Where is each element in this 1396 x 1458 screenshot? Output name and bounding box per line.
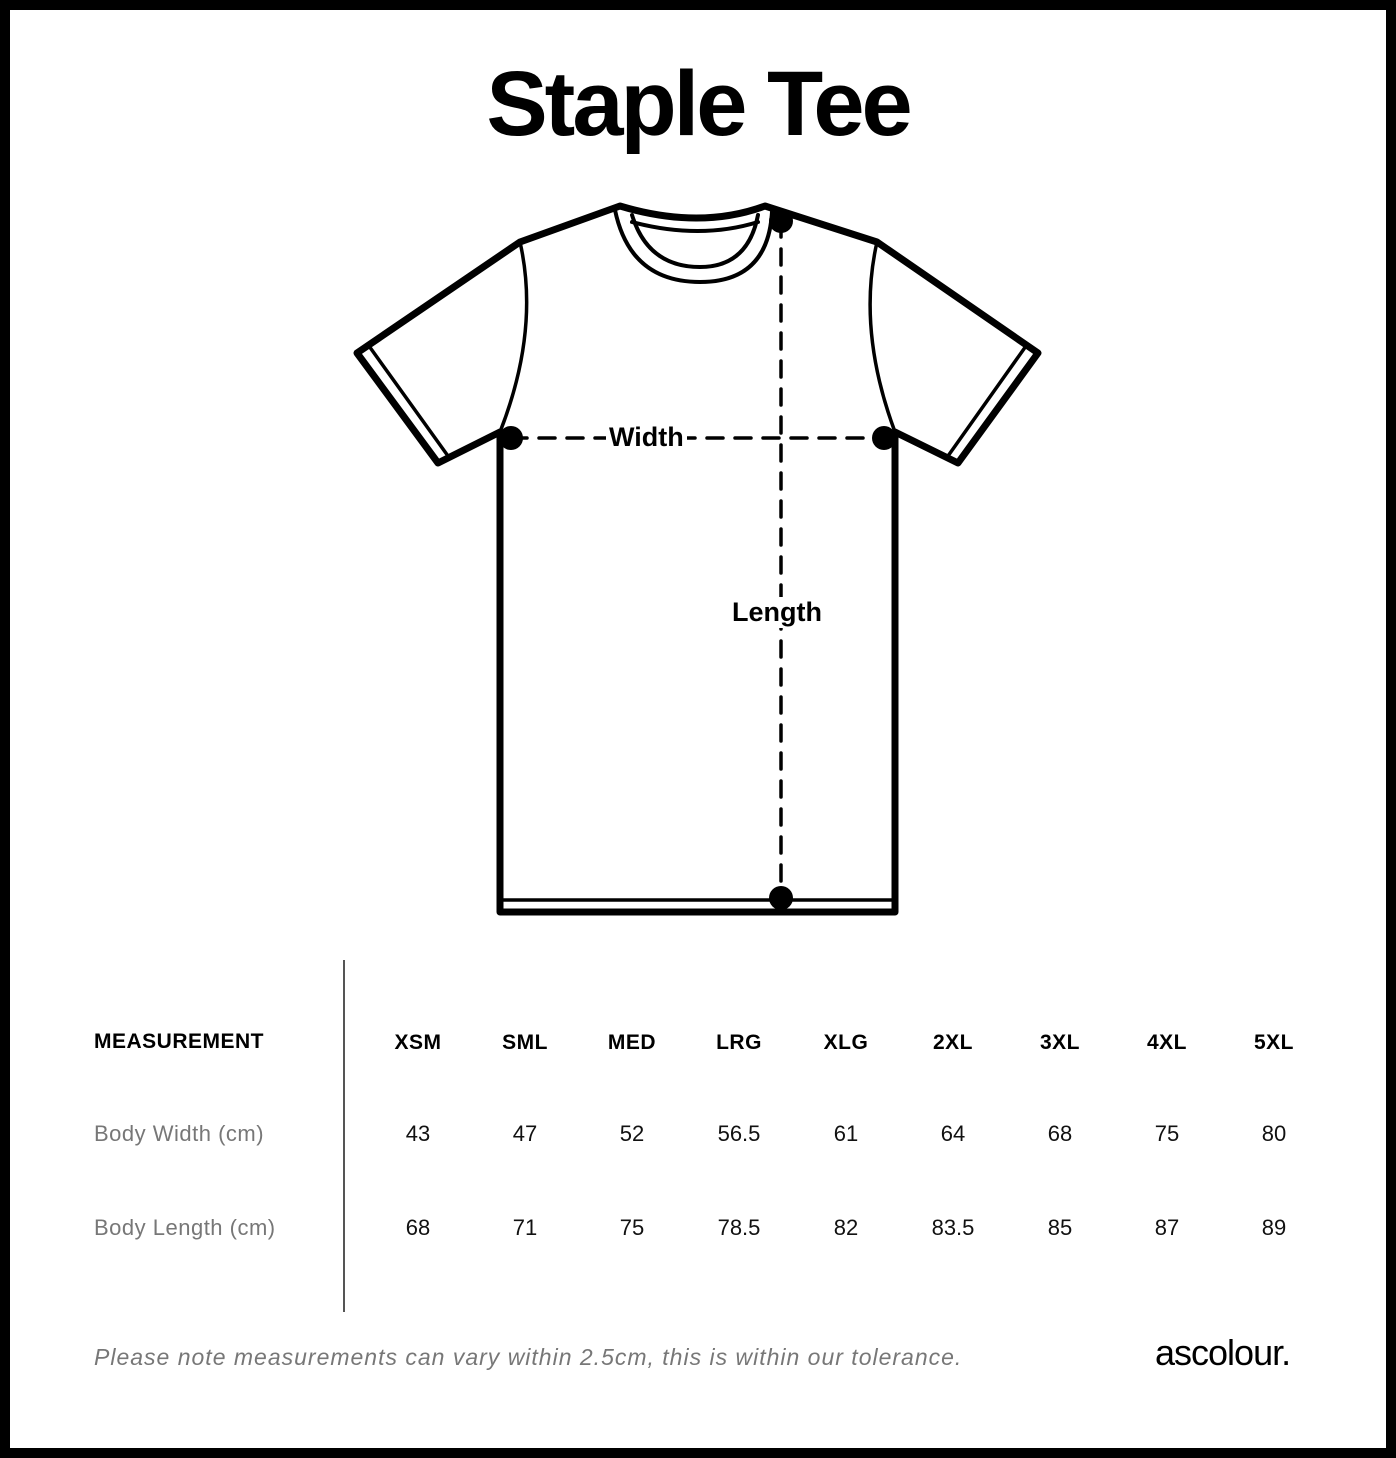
measurement-header: MEASUREMENT <box>94 1030 265 1053</box>
row-label-body-width: Body Width (cm) <box>94 1121 265 1146</box>
tolerance-note: Please note measurements can vary within… <box>94 1344 963 1370</box>
length-top-dot <box>769 209 793 233</box>
table-cell: 87 <box>1154 1215 1180 1240</box>
neck-band-outer <box>613 208 774 284</box>
right-cuff-line <box>946 344 1028 458</box>
table-cell: 75 <box>619 1215 645 1240</box>
table-cell: 64 <box>940 1121 966 1146</box>
right-armhole-seam <box>868 240 897 434</box>
size-header: 3XL <box>1039 1031 1081 1054</box>
size-header: XLG <box>823 1031 869 1054</box>
table-cell: 61 <box>833 1121 859 1146</box>
neck-back-line <box>630 220 760 233</box>
table-cell: 52 <box>619 1121 645 1146</box>
size-header: XSM <box>394 1031 442 1054</box>
length-bottom-dot <box>769 886 793 910</box>
table-cell: 80 <box>1261 1121 1287 1146</box>
table-cell: 78.5 <box>717 1215 761 1240</box>
size-header: SML <box>502 1031 548 1054</box>
neck-band-inner <box>630 213 760 269</box>
width-left-dot <box>499 426 523 450</box>
length-label: Length <box>729 597 825 628</box>
size-header: 2XL <box>932 1031 974 1054</box>
table-cell: 75 <box>1154 1121 1180 1146</box>
tshirt-diagram <box>353 202 1042 916</box>
table-cell: 68 <box>405 1215 431 1240</box>
table-cell: 83.5 <box>931 1215 975 1240</box>
size-header: 4XL <box>1146 1031 1188 1054</box>
table-divider <box>343 960 345 1312</box>
table-cell: 43 <box>405 1121 431 1146</box>
shirt-outline <box>353 202 1042 916</box>
table-cell: 89 <box>1261 1215 1287 1240</box>
left-armhole-seam <box>498 240 529 434</box>
left-cuff-line <box>367 344 450 458</box>
size-header: MED <box>607 1031 657 1054</box>
brand-logo: ascolour. <box>1155 1332 1291 1373</box>
table-cell: 82 <box>833 1215 859 1240</box>
row-label-body-length: Body Length (cm) <box>94 1215 276 1240</box>
table-cell: 71 <box>512 1215 538 1240</box>
size-header: LRG <box>716 1031 762 1054</box>
page-title: Staple Tee <box>486 53 912 155</box>
size-header: 5XL <box>1253 1031 1295 1054</box>
table-cell: 68 <box>1047 1121 1073 1146</box>
table-cell: 85 <box>1047 1215 1073 1240</box>
table-cell: 47 <box>512 1121 538 1146</box>
width-right-dot <box>872 426 896 450</box>
table-cell: 56.5 <box>717 1121 761 1146</box>
width-label: Width <box>606 422 687 453</box>
